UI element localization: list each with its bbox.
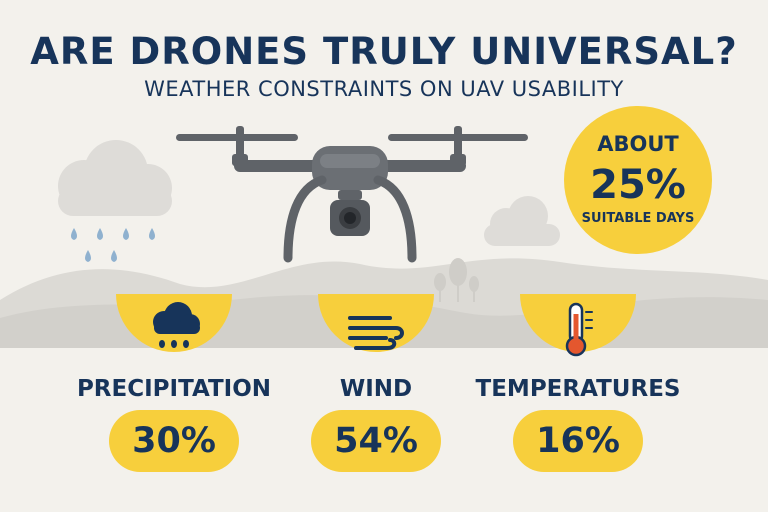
- stat-precipitation: PRECIPITATION 30%: [54, 294, 304, 512]
- rain-cloud-icon: [153, 302, 200, 348]
- page-subtitle: WEATHER CONSTRAINTS ON UAV USABILITY: [144, 77, 624, 101]
- cloud-illustration: [484, 196, 560, 246]
- suitable-days-badge: ABOUT 25% SUITABLE DAYS: [564, 106, 712, 254]
- stat-wind: WIND 54%: [256, 294, 506, 512]
- wind-icon: [348, 316, 404, 350]
- drone-illustration: [176, 126, 528, 263]
- badge-caption: SUITABLE DAYS: [581, 211, 695, 226]
- trees-illustration: [434, 258, 479, 302]
- stat-value: 30%: [109, 410, 239, 472]
- rain-cloud-illustration: [58, 140, 172, 262]
- stat-temperatures: TEMPERATURES 16%: [458, 294, 708, 512]
- stat-value: 54%: [311, 410, 441, 472]
- stat-label: PRECIPITATION: [76, 376, 272, 402]
- page-title: ARE DRONES TRULY UNIVERSAL?: [30, 30, 738, 73]
- stat-label: WIND: [339, 376, 413, 402]
- badge-prefix: ABOUT: [597, 132, 679, 156]
- stat-label: TEMPERATURES: [475, 376, 681, 402]
- thermometer-icon: [565, 302, 593, 357]
- stat-value: 16%: [513, 410, 643, 472]
- badge-value: 25%: [590, 162, 686, 208]
